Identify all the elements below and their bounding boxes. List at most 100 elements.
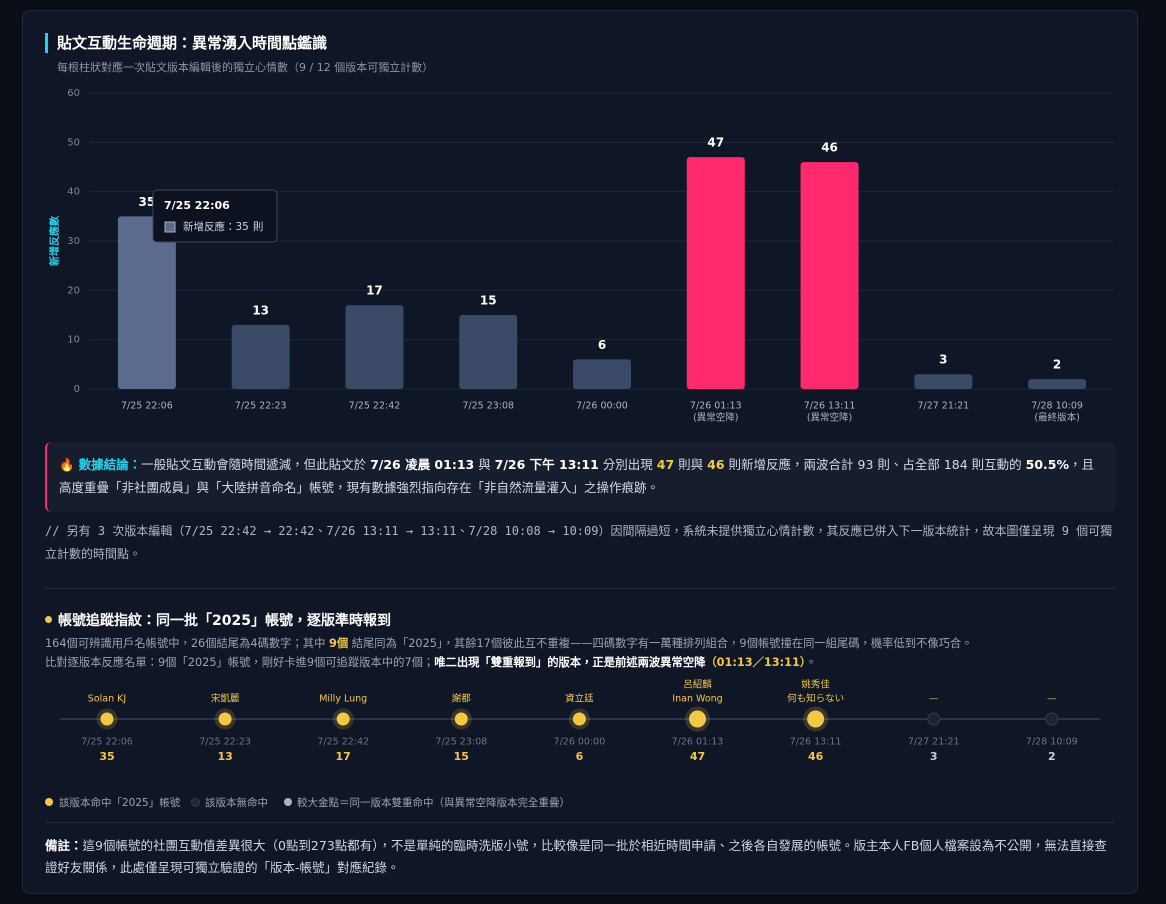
node-count: 6	[576, 750, 584, 763]
x-tick-label: 7/25 22:06	[121, 401, 173, 412]
separator	[45, 822, 1115, 823]
timeline-node	[927, 712, 941, 726]
legend-label: 該版本命中「2025」帳號	[59, 797, 181, 809]
y-tick-label: 30	[67, 236, 80, 247]
timeline-node	[689, 710, 706, 728]
text: 7/26 下午 13:11	[494, 457, 599, 472]
tooltip-text: 新增反應：35 則	[183, 220, 263, 233]
x-tick-label: 7/27 21:21	[917, 401, 969, 412]
node-count: 3	[930, 750, 938, 763]
x-tick-note: (最終版本)	[1034, 412, 1079, 424]
text: 50.5%	[1025, 457, 1070, 472]
tooltip-part: 新增反應：	[183, 220, 236, 233]
text: 分別出現	[598, 457, 657, 472]
bar[interactable]	[231, 324, 290, 389]
node-time: 7/25 22:23	[199, 737, 251, 748]
tooltip-swatch	[164, 221, 176, 233]
timeline-node	[572, 712, 586, 726]
account-name: 謝都	[452, 693, 472, 705]
x-tick-label: 7/26 00:00	[576, 401, 628, 412]
y-tick-label: 20	[67, 285, 80, 296]
account-name: —	[1047, 694, 1057, 705]
account-name: 何も知らない	[787, 693, 844, 705]
account-name: Solan KJ	[88, 694, 126, 705]
text: 比對逐版本反應名單：9個「2025」帳號，剛好卡進9個可追蹤版本中的7個；	[45, 656, 435, 669]
account-name: Inan Wong	[672, 694, 722, 705]
node-time: 7/26 00:00	[554, 737, 606, 748]
note: // 另有 3 次版本編輯（7/25 22:42 → 22:42、7/26 13…	[45, 524, 1113, 561]
text: 則新增反應，兩波合計 93 則、占全部 184 則互動的	[724, 457, 1026, 472]
footnote-text: 這9個帳號的社團互動值差異很大（0點到273點都有），不是單純的臨時洗版小號，比…	[45, 838, 1107, 875]
text: 與	[474, 457, 495, 472]
legend-label: 該版本無命中	[205, 797, 268, 809]
bar[interactable]	[1028, 379, 1087, 389]
legend-swatch	[45, 798, 53, 806]
node-count: 17	[336, 750, 351, 763]
legend-label: 較大金點＝同一版本雙重命中（與異常空降版本完全重疊）	[297, 797, 570, 809]
y-tick-label: 50	[67, 137, 80, 148]
account-name: Milly Lung	[319, 694, 367, 705]
text: 結尾同為「2025」，其餘17個彼此互不重複——四碼數字有一萬種排列組合，9個帳…	[348, 637, 973, 650]
text: ，且高度重疊「非社團成員」與「大陸拼音命名」帳號，現有數據強烈指向存在「非自然流…	[59, 457, 1095, 495]
icon: 🔥	[59, 457, 75, 472]
chart-title: 貼文互動生命週期：異常湧入時間點鑑識	[45, 33, 327, 53]
data-label: 6	[598, 338, 606, 352]
text: 46	[707, 457, 725, 472]
bar[interactable]	[800, 162, 859, 389]
conclusion: 🔥 數據結論：一般貼文互動會隨時間遞減，但此貼文於 7/26 凌晨 01:13 …	[45, 442, 1116, 512]
timeline-node	[100, 712, 114, 726]
text: 7/26 凌晨 01:13	[370, 457, 475, 472]
section-dot	[45, 616, 52, 623]
node-count: 2	[1048, 750, 1056, 763]
node-time: 7/28 10:09	[1026, 737, 1078, 748]
account-name: 姚秀佳	[801, 679, 830, 691]
x-tick-label: 7/25 22:42	[349, 401, 401, 412]
text: 一般貼文互動會隨時間遞減，但此貼文於	[141, 457, 371, 472]
data-label: 17	[366, 284, 383, 298]
bar[interactable]	[573, 359, 631, 389]
data-label: 13	[252, 303, 269, 317]
data-label: 2	[1053, 358, 1061, 372]
timeline-node	[218, 712, 232, 726]
footnote-heading: 備註：	[45, 838, 83, 853]
tooltip-part: 35	[236, 221, 249, 233]
legend-swatch	[284, 798, 292, 806]
separator	[45, 588, 1115, 589]
node-count: 46	[808, 750, 824, 763]
text: （01:13／13:11）	[705, 656, 806, 669]
timeline-node	[336, 712, 350, 726]
text: 47	[656, 457, 675, 472]
tooltip-part: 則	[253, 221, 264, 233]
x-tick-label: 7/25 23:08	[462, 401, 514, 412]
node-time: 7/26 01:13	[672, 737, 724, 748]
x-tick-label: 7/25 22:23	[235, 401, 287, 412]
y-tick-label: 0	[74, 384, 80, 395]
bar[interactable]	[117, 216, 176, 389]
conclusion-heading: 數據結論：	[78, 457, 142, 472]
x-tick-label: 7/26 13:11	[804, 401, 856, 412]
account-name: 資立廷	[565, 693, 594, 705]
section-title: 帳號追蹤指紋：同一批「2025」帳號，逐版準時報到	[58, 613, 391, 629]
bar[interactable]	[459, 315, 518, 389]
legend-swatch	[191, 798, 200, 807]
text: 164個可辨識用戶名帳號中，26個結尾為4碼數字；其中	[45, 637, 329, 650]
account-name: —	[929, 694, 939, 705]
node-time: 7/26 13:11	[790, 737, 842, 748]
data-label: 3	[939, 353, 947, 367]
data-label: 15	[480, 294, 497, 308]
x-tick-label: 7/26 01:13	[690, 401, 742, 412]
timeline-node	[1045, 712, 1059, 726]
node-count: 13	[217, 750, 232, 763]
tooltip-title: 7/25 22:06	[164, 199, 230, 212]
paragraph: 比對逐版本反應名單：9個「2025」帳號，剛好卡進9個可追蹤版本中的7個；唯二出…	[45, 654, 817, 670]
bar[interactable]	[686, 157, 745, 389]
text: 。	[805, 656, 817, 669]
bar[interactable]	[345, 305, 404, 389]
timeline-node	[454, 712, 468, 726]
data-label: 46	[821, 141, 838, 155]
node-count: 15	[454, 750, 469, 763]
data-label: 47	[707, 136, 724, 150]
bar[interactable]	[914, 374, 973, 389]
node-count: 47	[690, 750, 705, 763]
